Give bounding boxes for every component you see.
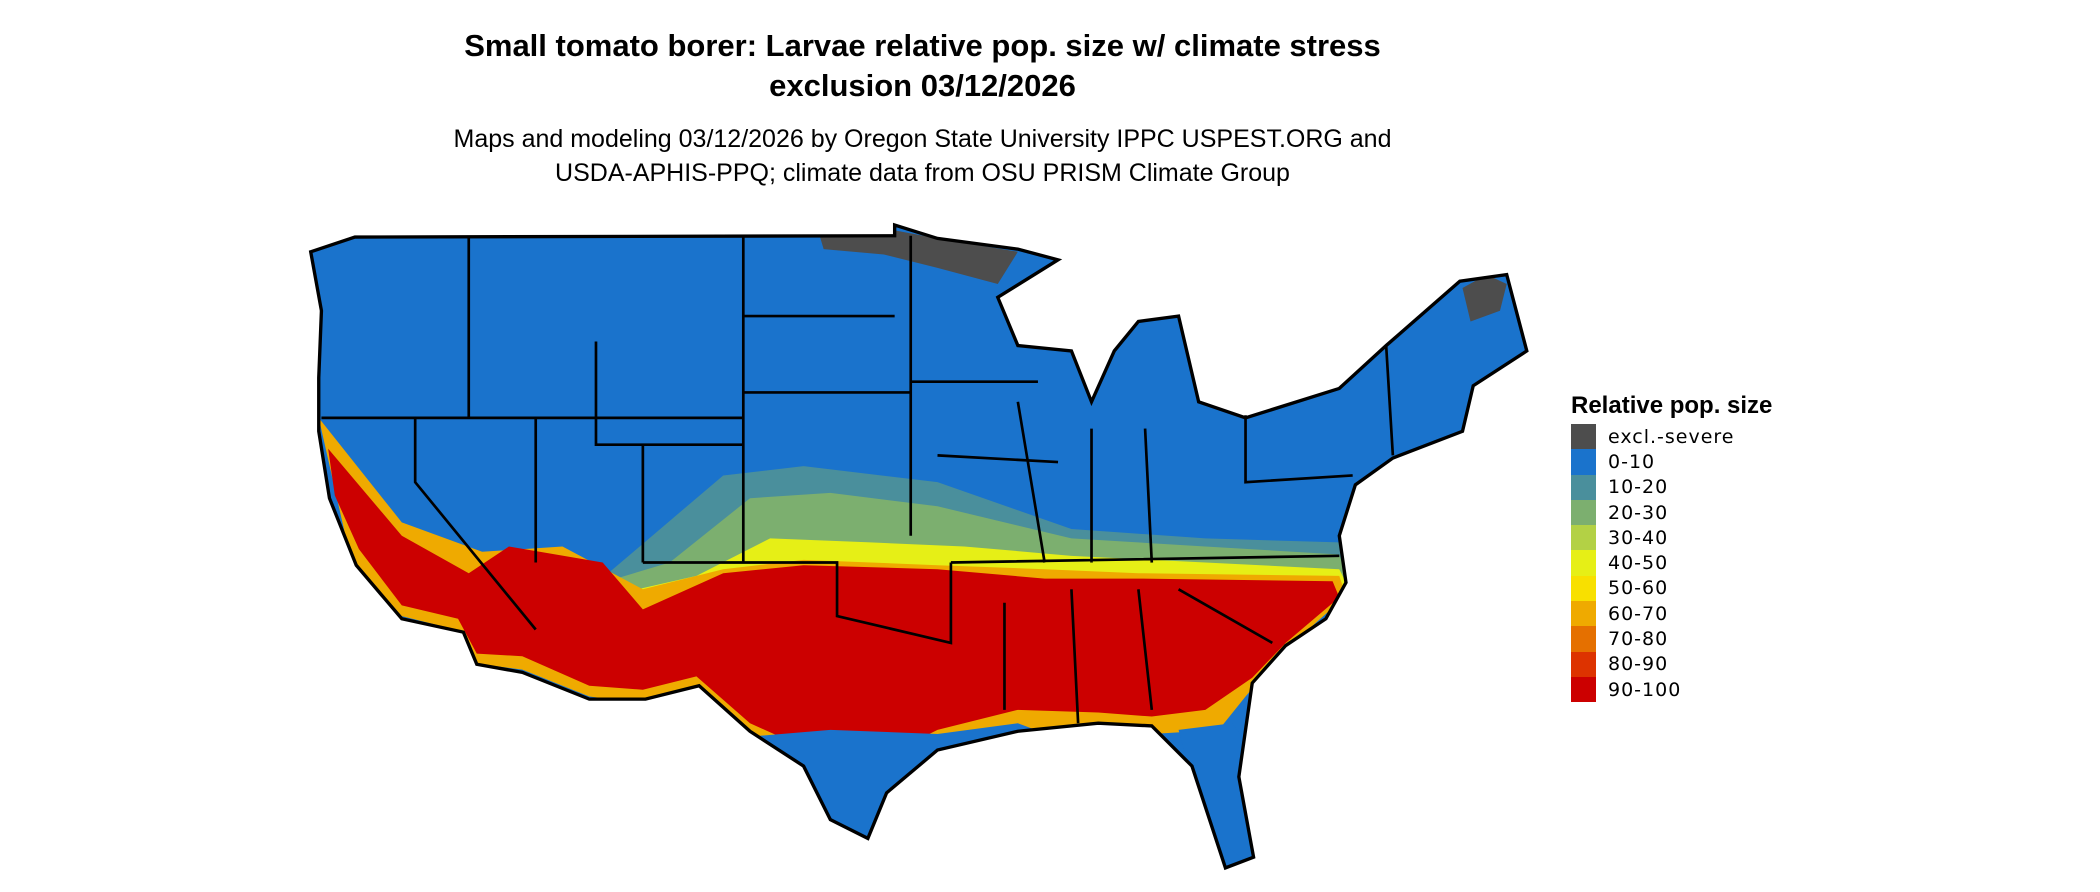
legend-title: Relative pop. size xyxy=(1571,392,1773,419)
legend-item: 70-80 xyxy=(1571,626,1772,652)
legend: Relative pop. size excl.-severe 0-10 10-20… xyxy=(1571,392,1773,703)
legend-swatch xyxy=(1571,525,1596,551)
legend-label: 50-60 xyxy=(1608,577,1669,600)
legend-item: 20-30 xyxy=(1571,499,1772,526)
legend-items: excl.-severe 0-10 10-20 20-30 30-40 40-50 50-6… xyxy=(1571,424,1772,703)
subtitle-line-2: USDA-APHIS-PPQ; climate data from OSU PR… xyxy=(555,159,1290,187)
legend-swatch xyxy=(1571,676,1596,703)
legend-label: 70-80 xyxy=(1608,628,1669,651)
subtitle-line-1: Maps and modeling 03/12/2026 by Oregon S… xyxy=(453,125,1392,153)
map-title: Small tomato borer: Larvae relative pop.… xyxy=(0,26,1845,106)
title-line-1: Small tomato borer: Larvae relative pop.… xyxy=(464,28,1381,63)
legend-item: 30-40 xyxy=(1571,525,1772,551)
legend-label: 0-10 xyxy=(1608,450,1656,473)
zone-0-10-gulf-coast xyxy=(750,723,1072,844)
state-border xyxy=(321,235,1395,724)
state-borders xyxy=(321,235,1395,724)
title-line-2: exclusion 03/12/2026 xyxy=(769,68,1076,103)
legend-item: 40-50 xyxy=(1571,550,1772,576)
zone-0-10-florida xyxy=(1178,723,1259,868)
legend-swatch xyxy=(1571,626,1596,652)
legend-label: excl.-severe xyxy=(1608,425,1735,448)
legend-item: 60-70 xyxy=(1571,601,1772,627)
legend-swatch xyxy=(1571,575,1596,602)
legend-swatch xyxy=(1571,550,1596,576)
legend-item: 50-60 xyxy=(1571,575,1772,602)
legend-label: 30-40 xyxy=(1608,526,1669,549)
legend-label: 10-20 xyxy=(1608,476,1669,499)
legend-swatch xyxy=(1571,424,1596,450)
legend-label: 20-30 xyxy=(1608,501,1669,524)
legend-label: 60-70 xyxy=(1608,602,1669,625)
zone-excl-severe-maine xyxy=(1462,274,1507,322)
legend-label: 40-50 xyxy=(1608,552,1669,575)
legend-item: 10-20 xyxy=(1571,474,1772,500)
legend-swatch xyxy=(1571,449,1596,475)
legend-item: 90-100 xyxy=(1571,676,1772,703)
legend-swatch xyxy=(1571,651,1596,677)
zone-90-100 xyxy=(328,448,1340,757)
legend-item: 0-10 xyxy=(1571,449,1772,475)
legend-item: excl.-severe xyxy=(1571,424,1772,450)
map-subtitle: Maps and modeling 03/12/2026 by Oregon S… xyxy=(0,122,1845,190)
legend-label: 80-90 xyxy=(1608,653,1669,676)
legend-swatch xyxy=(1571,474,1596,500)
legend-swatch xyxy=(1571,499,1596,526)
legend-label: 90-100 xyxy=(1608,678,1682,701)
legend-swatch xyxy=(1571,601,1596,627)
legend-item: 80-90 xyxy=(1571,651,1772,677)
